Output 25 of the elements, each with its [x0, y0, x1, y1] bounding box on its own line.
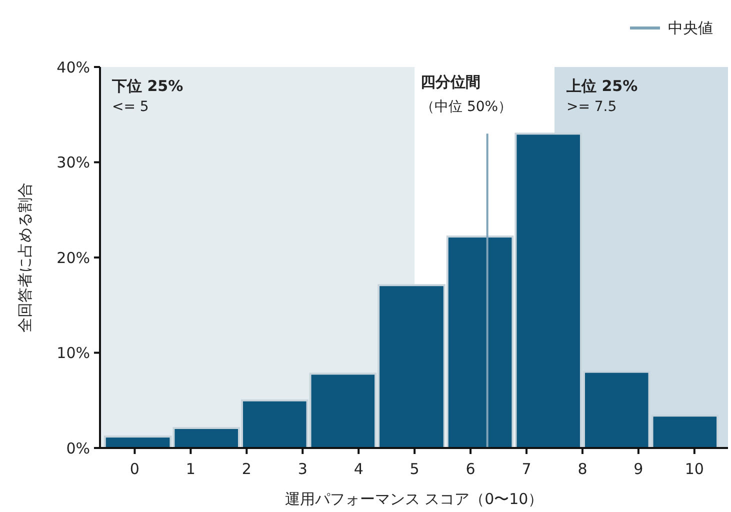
x-tick-label: 9 [634, 460, 644, 478]
x-tick-label: 1 [186, 460, 196, 478]
annotation: <= 5 [112, 99, 149, 115]
x-tick-label: 8 [578, 460, 588, 478]
annotation: 四分位間 [420, 73, 481, 91]
y-axis-title: 全回答者に占める割合 [16, 182, 34, 332]
y-tick-label: 30% [56, 154, 90, 172]
legend-label: 中央値 [668, 19, 713, 37]
annotation: >= 7.5 [566, 99, 617, 115]
x-axis-title: 運用パフォーマンス スコア（0〜10） [284, 490, 544, 508]
x-tick-label: 7 [522, 460, 532, 478]
y-tick-label: 40% [56, 58, 90, 76]
band-label: 上位 25% [565, 77, 638, 95]
x-tick-label: 4 [354, 460, 364, 478]
band-label: 下位 25% [111, 77, 184, 95]
x-tick-label: 0 [130, 460, 140, 478]
x-tick-label: 2 [242, 460, 252, 478]
y-tick-label: 10% [56, 344, 90, 362]
annotation: （中位 50%） [420, 99, 512, 115]
x-tick-label: 10 [684, 460, 704, 478]
y-tick-label: 20% [56, 248, 90, 267]
y-tick-label: 0% [66, 439, 90, 458]
x-tick-label: 6 [466, 460, 476, 478]
x-tick-label: 3 [298, 460, 308, 478]
x-tick-label: 5 [410, 460, 420, 478]
